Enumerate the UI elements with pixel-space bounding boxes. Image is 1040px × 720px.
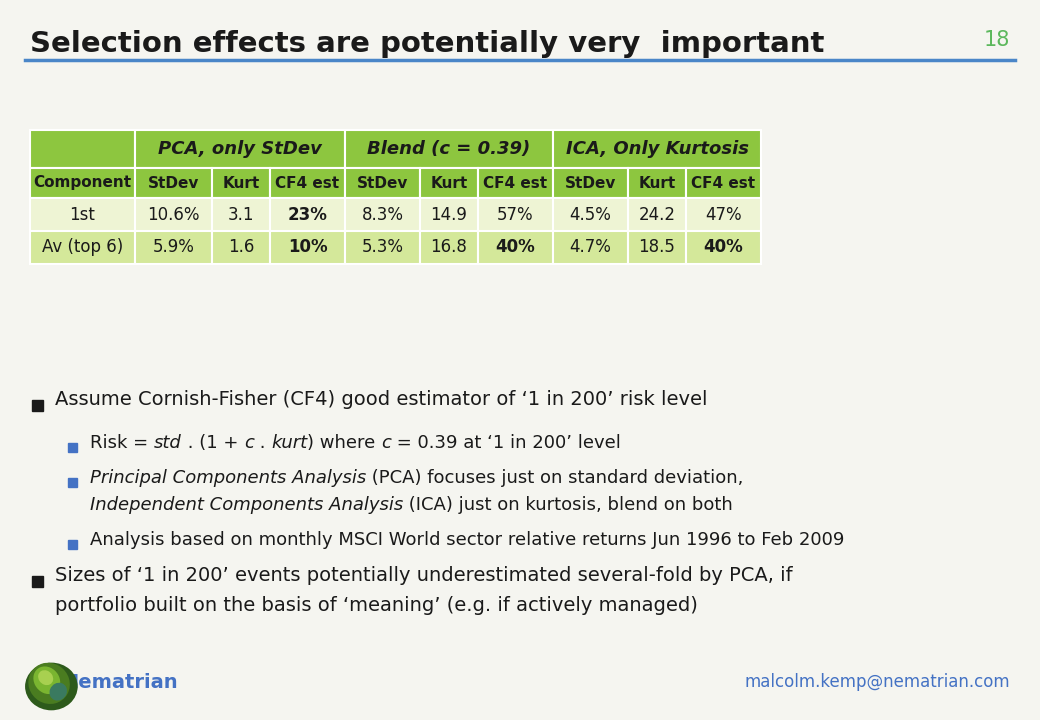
- Text: 4.5%: 4.5%: [570, 205, 612, 223]
- FancyBboxPatch shape: [32, 575, 43, 587]
- Text: = 0.39 at ‘1 in 200’ level: = 0.39 at ‘1 in 200’ level: [391, 434, 621, 452]
- FancyBboxPatch shape: [420, 168, 478, 198]
- Text: 8.3%: 8.3%: [362, 205, 404, 223]
- FancyBboxPatch shape: [686, 168, 761, 198]
- Text: 16.8: 16.8: [431, 238, 467, 256]
- FancyBboxPatch shape: [212, 168, 270, 198]
- Ellipse shape: [50, 683, 67, 701]
- Text: (ICA) just on kurtosis, blend on both: (ICA) just on kurtosis, blend on both: [404, 496, 733, 514]
- Text: Assume Cornish-Fisher (CF4) good estimator of ‘1 in 200’ risk level: Assume Cornish-Fisher (CF4) good estimat…: [55, 390, 707, 409]
- Text: StDev: StDev: [357, 176, 408, 191]
- FancyBboxPatch shape: [135, 168, 212, 198]
- Text: kurt: kurt: [270, 434, 307, 452]
- Text: Analysis based on monthly MSCI World sector relative returns Jun 1996 to Feb 200: Analysis based on monthly MSCI World sec…: [90, 531, 844, 549]
- Text: 4.7%: 4.7%: [570, 238, 612, 256]
- Text: Component: Component: [33, 176, 132, 191]
- Text: CF4 est: CF4 est: [276, 176, 340, 191]
- Text: Independent Components Analysis: Independent Components Analysis: [90, 496, 404, 514]
- Text: 3.1: 3.1: [228, 205, 254, 223]
- Text: 1.6: 1.6: [228, 238, 254, 256]
- FancyBboxPatch shape: [68, 443, 77, 452]
- FancyBboxPatch shape: [553, 130, 761, 168]
- FancyBboxPatch shape: [345, 231, 420, 264]
- Text: c: c: [381, 434, 391, 452]
- Text: 40%: 40%: [704, 238, 744, 256]
- Text: c: c: [243, 434, 254, 452]
- Text: CF4 est: CF4 est: [484, 176, 548, 191]
- FancyBboxPatch shape: [135, 231, 212, 264]
- Text: 18: 18: [984, 30, 1010, 50]
- Text: Selection effects are potentially very  important: Selection effects are potentially very i…: [30, 30, 825, 58]
- Text: malcolm.kemp@nematrian.com: malcolm.kemp@nematrian.com: [745, 673, 1010, 691]
- FancyBboxPatch shape: [686, 231, 761, 264]
- FancyBboxPatch shape: [345, 130, 553, 168]
- Text: 14.9: 14.9: [431, 205, 467, 223]
- Text: 40%: 40%: [496, 238, 536, 256]
- Text: 10.6%: 10.6%: [148, 205, 200, 223]
- Text: 18.5: 18.5: [639, 238, 675, 256]
- FancyBboxPatch shape: [135, 130, 345, 168]
- FancyBboxPatch shape: [30, 231, 135, 264]
- FancyBboxPatch shape: [30, 168, 135, 198]
- Text: portfolio built on the basis of ‘meaning’ (e.g. if actively managed): portfolio built on the basis of ‘meaning…: [55, 596, 698, 615]
- FancyBboxPatch shape: [135, 198, 212, 231]
- FancyBboxPatch shape: [628, 198, 686, 231]
- Text: Nematrian: Nematrian: [62, 672, 178, 691]
- Text: Kurt: Kurt: [639, 176, 676, 191]
- Text: Blend (c = 0.39): Blend (c = 0.39): [367, 140, 530, 158]
- Text: Kurt: Kurt: [223, 176, 260, 191]
- FancyBboxPatch shape: [212, 231, 270, 264]
- FancyBboxPatch shape: [420, 231, 478, 264]
- Ellipse shape: [38, 670, 53, 685]
- FancyBboxPatch shape: [553, 231, 628, 264]
- Text: 10%: 10%: [288, 238, 328, 256]
- FancyBboxPatch shape: [628, 231, 686, 264]
- Text: PCA, only StDev: PCA, only StDev: [158, 140, 322, 158]
- FancyBboxPatch shape: [68, 540, 77, 549]
- Text: 47%: 47%: [705, 205, 742, 223]
- Text: CF4 est: CF4 est: [692, 176, 756, 191]
- FancyBboxPatch shape: [345, 198, 420, 231]
- Text: (PCA) focuses just on standard deviation,: (PCA) focuses just on standard deviation…: [366, 469, 744, 487]
- Text: ) where: ) where: [307, 434, 381, 452]
- FancyBboxPatch shape: [68, 478, 77, 487]
- Text: Sizes of ‘1 in 200’ events potentially underestimated several-fold by PCA, if: Sizes of ‘1 in 200’ events potentially u…: [55, 566, 792, 585]
- FancyBboxPatch shape: [32, 400, 43, 410]
- Text: 24.2: 24.2: [639, 205, 676, 223]
- Text: 5.9%: 5.9%: [153, 238, 194, 256]
- Ellipse shape: [33, 667, 60, 694]
- FancyBboxPatch shape: [270, 168, 345, 198]
- Ellipse shape: [28, 663, 70, 704]
- Text: 1st: 1st: [70, 205, 96, 223]
- FancyBboxPatch shape: [30, 198, 135, 231]
- Text: StDev: StDev: [148, 176, 200, 191]
- Text: std: std: [154, 434, 182, 452]
- FancyBboxPatch shape: [212, 198, 270, 231]
- Text: Kurt: Kurt: [431, 176, 468, 191]
- Text: .: .: [254, 434, 270, 452]
- Text: StDev: StDev: [565, 176, 616, 191]
- Text: ICA, Only Kurtosis: ICA, Only Kurtosis: [566, 140, 749, 158]
- FancyBboxPatch shape: [478, 168, 553, 198]
- FancyBboxPatch shape: [270, 231, 345, 264]
- FancyBboxPatch shape: [270, 198, 345, 231]
- Text: 5.3%: 5.3%: [362, 238, 404, 256]
- FancyBboxPatch shape: [345, 168, 420, 198]
- Text: . (1 +: . (1 +: [182, 434, 243, 452]
- Text: Principal Components Analysis: Principal Components Analysis: [90, 469, 366, 487]
- Text: Av (top 6): Av (top 6): [42, 238, 123, 256]
- FancyBboxPatch shape: [553, 168, 628, 198]
- FancyBboxPatch shape: [478, 198, 553, 231]
- FancyBboxPatch shape: [478, 231, 553, 264]
- FancyBboxPatch shape: [628, 168, 686, 198]
- FancyBboxPatch shape: [686, 198, 761, 231]
- FancyBboxPatch shape: [30, 130, 135, 168]
- Text: Risk =: Risk =: [90, 434, 154, 452]
- FancyBboxPatch shape: [553, 198, 628, 231]
- FancyBboxPatch shape: [420, 198, 478, 231]
- Text: 57%: 57%: [497, 205, 534, 223]
- Text: 23%: 23%: [288, 205, 328, 223]
- Ellipse shape: [25, 662, 78, 711]
